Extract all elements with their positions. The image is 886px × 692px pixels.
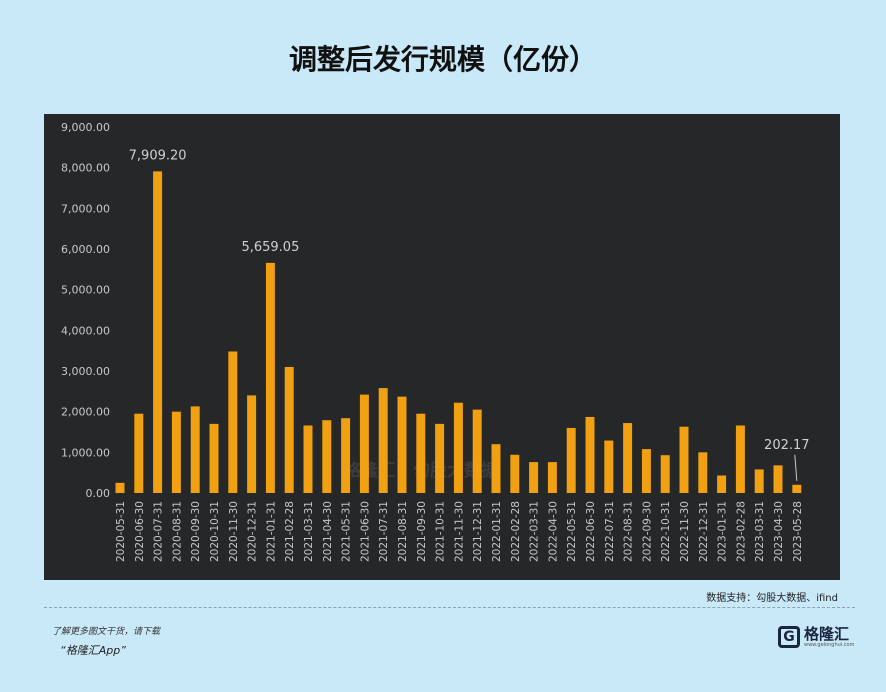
x-tick-label: 2020-10-31 — [209, 501, 221, 562]
gelonghui-logo: G 格隆汇 www.gelonghui.com — [778, 626, 854, 648]
x-tick-label: 2021-09-30 — [416, 501, 428, 562]
x-tick-label: 2021-10-31 — [435, 501, 447, 562]
x-tick-label: 2020-12-31 — [247, 501, 259, 562]
data-source: 数据支持：勾股大数据、ifind — [706, 593, 838, 604]
bar — [284, 366, 294, 493]
y-tick-label: 2,000.00 — [61, 406, 110, 419]
x-tick-label: 2020-08-31 — [171, 501, 183, 562]
bar — [604, 440, 614, 493]
bar — [623, 423, 633, 493]
y-tick-label: 4,000.00 — [61, 324, 110, 337]
bar — [228, 351, 238, 493]
bar — [717, 475, 727, 493]
x-tick-label: 2022-03-31 — [529, 501, 541, 562]
x-tick-label: 2020-11-30 — [228, 501, 240, 562]
x-tick-label: 2023-01-31 — [717, 501, 729, 562]
y-tick-label: 0.00 — [86, 487, 111, 500]
x-tick-label: 2021-04-30 — [322, 501, 334, 562]
bar — [190, 406, 200, 493]
bar — [153, 171, 163, 493]
data-label: 5,659.05 — [241, 240, 299, 255]
y-tick-label: 9,000.00 — [61, 121, 110, 134]
x-tick-label: 2022-04-30 — [547, 501, 559, 562]
bar — [265, 262, 275, 493]
y-tick-label: 1,000.00 — [61, 446, 110, 459]
annotation-leader — [794, 454, 798, 481]
bar — [754, 469, 764, 493]
x-tick-label: 2022-11-30 — [679, 501, 691, 562]
x-tick-label: 2021-08-31 — [397, 501, 409, 562]
bar — [792, 484, 802, 493]
x-tick-label: 2022-06-30 — [585, 501, 597, 562]
bar-chart: 格隆汇 | 勾股大数据0.001,000.002,000.003,000.004… — [61, 121, 810, 562]
bar — [529, 462, 539, 493]
y-tick-label: 7,000.00 — [61, 202, 110, 215]
x-tick-label: 2020-09-30 — [190, 501, 202, 562]
y-tick-label: 3,000.00 — [61, 365, 110, 378]
x-tick-label: 2022-05-31 — [566, 501, 578, 562]
x-tick-label: 2022-12-31 — [698, 501, 710, 562]
x-tick-label: 2022-01-31 — [491, 501, 503, 562]
bar — [679, 426, 689, 493]
bar — [435, 423, 445, 493]
x-tick-label: 2021-06-30 — [359, 501, 371, 562]
x-tick-label: 2021-05-31 — [341, 501, 353, 562]
bar — [547, 462, 557, 493]
data-label: 7,909.20 — [129, 148, 187, 163]
bar — [303, 425, 313, 493]
x-tick-label: 2022-09-30 — [641, 501, 653, 562]
logo-mark-icon: G — [778, 626, 800, 648]
x-tick-label: 2022-08-31 — [623, 501, 635, 562]
bar — [134, 413, 144, 493]
x-tick-label: 2021-11-30 — [453, 501, 465, 562]
x-tick-label: 2021-01-31 — [265, 501, 277, 562]
bar — [566, 427, 576, 493]
footer-download-text: 了解更多图文干货，请下载 — [52, 627, 161, 637]
bar — [735, 425, 745, 493]
x-tick-label: 2023-02-28 — [735, 501, 747, 562]
y-tick-label: 6,000.00 — [61, 243, 110, 256]
bar — [585, 416, 595, 493]
x-tick-label: 2020-06-30 — [134, 501, 146, 562]
bar — [115, 482, 125, 493]
bar — [510, 454, 520, 493]
x-tick-label: 2020-05-31 — [115, 501, 127, 562]
bar — [641, 449, 651, 493]
x-tick-label: 2022-10-31 — [660, 501, 672, 562]
bar — [773, 465, 783, 493]
bar — [491, 444, 501, 493]
y-tick-label: 5,000.00 — [61, 284, 110, 297]
x-tick-label: 2021-03-31 — [303, 501, 315, 562]
x-tick-label: 2023-05-28 — [792, 501, 804, 562]
bar — [660, 455, 670, 493]
bar — [453, 402, 463, 493]
bar — [359, 394, 369, 493]
x-tick-label: 2023-03-31 — [754, 501, 766, 562]
chart-panel: 格隆汇 | 勾股大数据0.001,000.002,000.003,000.004… — [44, 114, 840, 580]
footer-app-name: “格隆汇App” — [60, 644, 126, 657]
bar — [397, 396, 407, 493]
logo-name: 格隆汇 — [804, 625, 850, 643]
chart-title: 调整后发行规模（亿份） — [288, 43, 597, 76]
divider — [44, 607, 855, 608]
bar — [378, 388, 388, 493]
bar — [322, 420, 332, 493]
bar — [171, 411, 181, 493]
x-tick-label: 2021-07-31 — [378, 501, 390, 562]
x-tick-label: 2023-04-30 — [773, 501, 785, 562]
bar — [698, 452, 708, 493]
bar — [416, 413, 426, 493]
x-tick-label: 2022-07-31 — [604, 501, 616, 562]
data-label: 202.17 — [764, 438, 810, 453]
x-tick-label: 2021-12-31 — [472, 501, 484, 562]
x-tick-label: 2021-02-28 — [284, 501, 296, 562]
bar — [247, 395, 257, 493]
x-tick-label: 2020-07-31 — [153, 501, 165, 562]
y-tick-label: 8,000.00 — [61, 162, 110, 175]
bar — [341, 418, 351, 493]
bar — [472, 409, 482, 493]
x-tick-label: 2022-02-28 — [510, 501, 522, 562]
logo-url: www.gelonghui.com — [804, 642, 855, 648]
bar — [209, 423, 219, 493]
